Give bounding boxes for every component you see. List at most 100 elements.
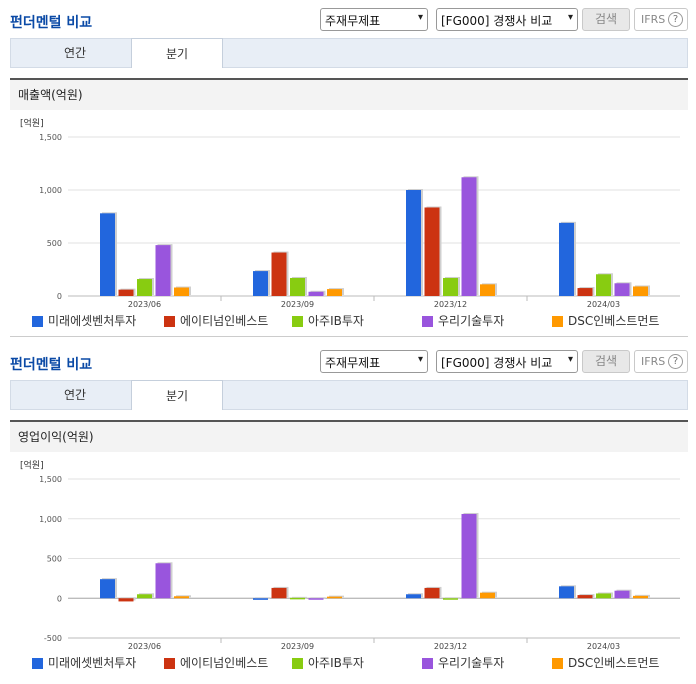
bar xyxy=(443,598,458,600)
x-tick-label: 2023/12 xyxy=(434,642,467,651)
bar-shadow xyxy=(255,597,270,599)
bar xyxy=(308,598,324,600)
chevron-down-icon: ▾ xyxy=(567,354,573,365)
legend-label: 미래에셋벤처투자 xyxy=(48,314,137,328)
bar xyxy=(137,279,152,296)
period-tabs: 연간 분기 xyxy=(10,38,688,68)
search-button[interactable]: 검색 xyxy=(582,8,630,31)
period-tabs: 연간 분기 xyxy=(10,380,688,410)
operating-profit-chart: [억원] -500 0 500 1,000 1,500 2023/06 2023/09 2023… xyxy=(20,459,680,651)
section-title: 펀더멘털 비교 xyxy=(10,15,93,31)
ifrs-label: IFRS xyxy=(641,355,666,368)
bar xyxy=(290,597,305,600)
tab-quarter[interactable]: 분기 xyxy=(131,38,223,68)
legend-swatch xyxy=(32,316,43,327)
bar xyxy=(406,190,421,296)
bar xyxy=(596,593,611,599)
bar-shadow xyxy=(292,596,307,599)
legend-item[interactable]: 우리기술투자 xyxy=(422,312,504,330)
x-tick-label: 2023/06 xyxy=(128,300,161,309)
ifrs-button[interactable]: IFRS ? xyxy=(634,8,688,31)
compare-select[interactable]: [FG000] 경쟁사 비교 ▾ xyxy=(436,350,578,373)
y-tick-label: -500 xyxy=(44,634,62,643)
bar xyxy=(461,513,477,599)
help-icon[interactable]: ? xyxy=(668,12,683,27)
y-tick-label: 1,500 xyxy=(39,475,62,484)
metric-title: 영업이익(억원) xyxy=(10,420,688,452)
bar xyxy=(559,586,574,599)
y-tick-label: 0 xyxy=(57,594,62,603)
y-tick-label: 1,000 xyxy=(39,515,62,524)
bar xyxy=(271,587,287,599)
bar xyxy=(118,598,134,602)
bar xyxy=(100,213,115,296)
section-title: 펀더멘털 비교 xyxy=(10,357,93,373)
bar xyxy=(327,596,342,599)
help-icon[interactable]: ? xyxy=(668,354,683,369)
bar xyxy=(633,595,648,599)
search-button[interactable]: 검색 xyxy=(582,350,630,373)
bar xyxy=(253,598,268,600)
bar xyxy=(137,594,152,599)
compare-select-value: [FG000] 경쟁사 비교 xyxy=(441,356,553,370)
bar xyxy=(118,289,134,296)
bar xyxy=(614,283,630,296)
legend-swatch xyxy=(422,658,433,669)
bar xyxy=(155,563,171,599)
legend-item[interactable]: 미래에셋벤처투자 xyxy=(32,312,136,330)
legend-item[interactable]: 아주IB투자 xyxy=(292,654,364,672)
chart-legend: 미래에셋벤처투자 에이티넘인베스트 아주IB투자 우리기술투자 DSC인베스트먼… xyxy=(10,654,688,674)
legend-label: 에이티넘인베스트 xyxy=(180,314,269,328)
statement-select[interactable]: 주재무제표 ▾ xyxy=(320,350,428,373)
divider xyxy=(10,336,688,337)
metric-title: 매출액(억원) xyxy=(10,78,688,110)
bar-shadow xyxy=(445,597,460,599)
tab-annual[interactable]: 연간 xyxy=(63,388,87,402)
y-tick-label: 0 xyxy=(57,292,62,301)
legend-swatch xyxy=(552,658,563,669)
legend-swatch xyxy=(552,316,563,327)
legend-item[interactable]: 우리기술투자 xyxy=(422,654,504,672)
x-tick-label: 2023/06 xyxy=(128,642,161,651)
tab-annual[interactable]: 연간 xyxy=(63,46,87,60)
legend-label: 우리기술투자 xyxy=(438,656,505,670)
legend-item[interactable]: 에이티넘인베스트 xyxy=(164,654,268,672)
bar xyxy=(100,579,115,599)
bar xyxy=(174,596,189,599)
y-tick-label: 500 xyxy=(47,239,62,248)
statement-select[interactable]: 주재무제표 ▾ xyxy=(320,8,428,31)
bar-shadow xyxy=(176,595,191,598)
bar-shadow xyxy=(329,595,344,598)
chevron-down-icon: ▾ xyxy=(417,12,423,23)
legend-swatch xyxy=(32,658,43,669)
legend-item[interactable]: 미래에셋벤처투자 xyxy=(32,654,136,672)
bar xyxy=(596,274,611,296)
bar-shadow xyxy=(310,597,326,599)
axis-unit-label: [억원] xyxy=(20,117,44,129)
legend-item[interactable]: 에이티넘인베스트 xyxy=(164,312,268,330)
axis-unit-label: [억원] xyxy=(20,459,44,471)
bar xyxy=(443,277,458,296)
x-tick-label: 2024/03 xyxy=(587,642,620,651)
compare-select[interactable]: [FG000] 경쟁사 비교 ▾ xyxy=(436,8,578,31)
legend-item[interactable]: 아주IB투자 xyxy=(292,312,364,330)
legend-swatch xyxy=(292,316,303,327)
tab-quarter[interactable]: 분기 xyxy=(131,380,223,410)
x-tick-label: 2023/12 xyxy=(434,300,467,309)
bar xyxy=(424,207,440,296)
legend-item[interactable]: DSC인베스트먼트 xyxy=(552,312,659,330)
y-tick-label: 1,000 xyxy=(39,186,62,195)
legend-label: 아주IB투자 xyxy=(308,314,364,328)
bar xyxy=(271,252,287,296)
ifrs-button[interactable]: IFRS ? xyxy=(634,350,688,373)
legend-swatch xyxy=(164,658,175,669)
bar xyxy=(633,286,648,296)
legend-item[interactable]: DSC인베스트먼트 xyxy=(552,654,659,672)
bar xyxy=(308,291,324,296)
bar xyxy=(559,222,574,296)
bar xyxy=(480,592,495,599)
legend-label: 에이티넘인베스트 xyxy=(180,656,269,670)
y-tick-label: 500 xyxy=(47,555,62,564)
x-tick-label: 2023/09 xyxy=(281,642,314,651)
bar xyxy=(577,288,593,296)
